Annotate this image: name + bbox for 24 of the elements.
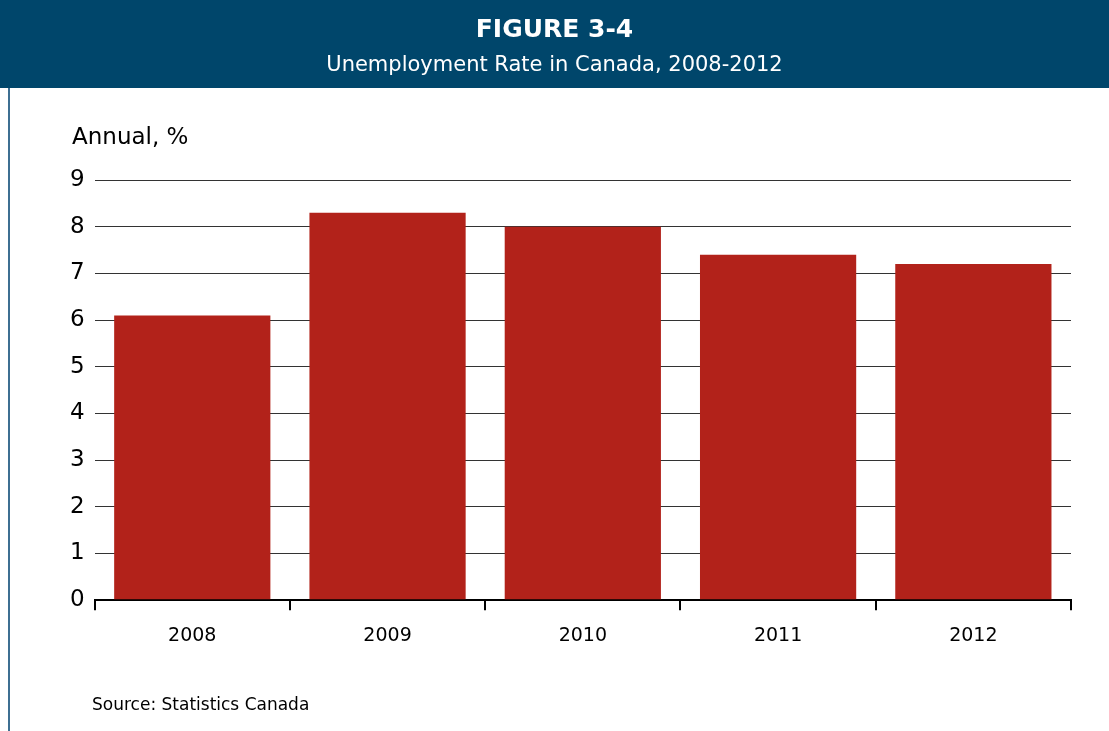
x-tick-label: 2011: [753, 622, 803, 645]
y-tick-label: 8: [69, 211, 85, 238]
y-tick-label: 5: [69, 351, 85, 378]
source-note: Source: Statistics Canada: [92, 694, 310, 714]
y-tick-label: 1: [69, 538, 85, 565]
chart-title: FIGURE 3-4: [474, 13, 635, 43]
x-tick-label: 2012: [949, 622, 998, 645]
y-axis-title: Annual, %: [72, 122, 189, 149]
x-tick-label: 2010: [558, 622, 607, 645]
y-tick-label: 2: [69, 491, 85, 518]
y-tick-label: 0: [69, 585, 85, 612]
y-tick-label: 6: [69, 305, 85, 332]
x-tick-label: 2008: [168, 622, 217, 645]
bar: [114, 315, 271, 600]
bar: [504, 226, 661, 600]
bar: [309, 212, 466, 600]
bar: [699, 254, 857, 600]
y-tick-label: 7: [69, 258, 85, 285]
bar: [895, 264, 1052, 600]
y-tick-label: 9: [69, 164, 85, 191]
chart-subtitle: Unemployment Rate in Canada, 2008-2012: [325, 52, 784, 76]
y-tick-label: 4: [69, 398, 85, 425]
y-tick-label: 3: [69, 445, 85, 472]
x-tick-label: 2009: [363, 622, 412, 645]
